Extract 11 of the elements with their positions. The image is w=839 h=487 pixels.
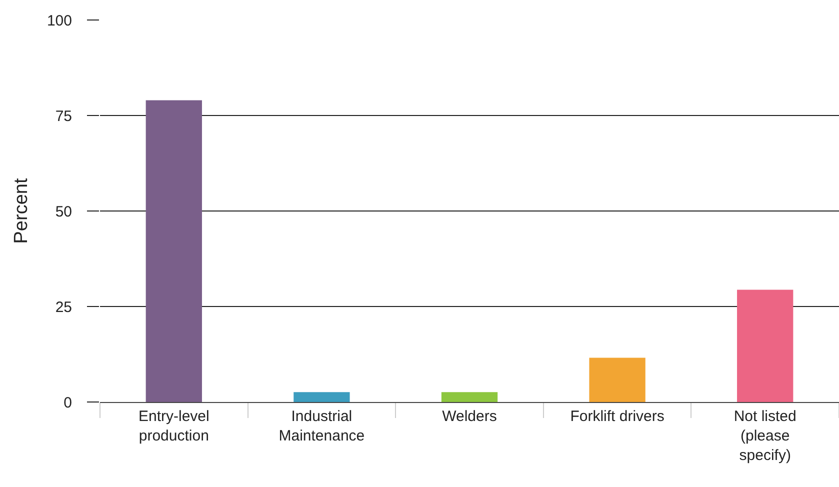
x-tick-label: Welders bbox=[442, 408, 497, 425]
y-tick-label: 100 bbox=[46, 12, 72, 30]
y-tick-label: 25 bbox=[55, 298, 72, 316]
y-tick-label: 75 bbox=[55, 108, 72, 125]
y-axis-title: Percent bbox=[10, 178, 32, 244]
x-tick-label: Forklift drivers bbox=[570, 408, 664, 425]
x-tick-label: Industrial Maintenance bbox=[278, 408, 365, 444]
y-tick-label: 0 bbox=[64, 394, 72, 412]
x-tick-label: Entry-level production bbox=[138, 408, 210, 444]
x-tick-label: Not listed (please specify) bbox=[734, 408, 796, 464]
y-tick-label: 50 bbox=[55, 203, 72, 220]
